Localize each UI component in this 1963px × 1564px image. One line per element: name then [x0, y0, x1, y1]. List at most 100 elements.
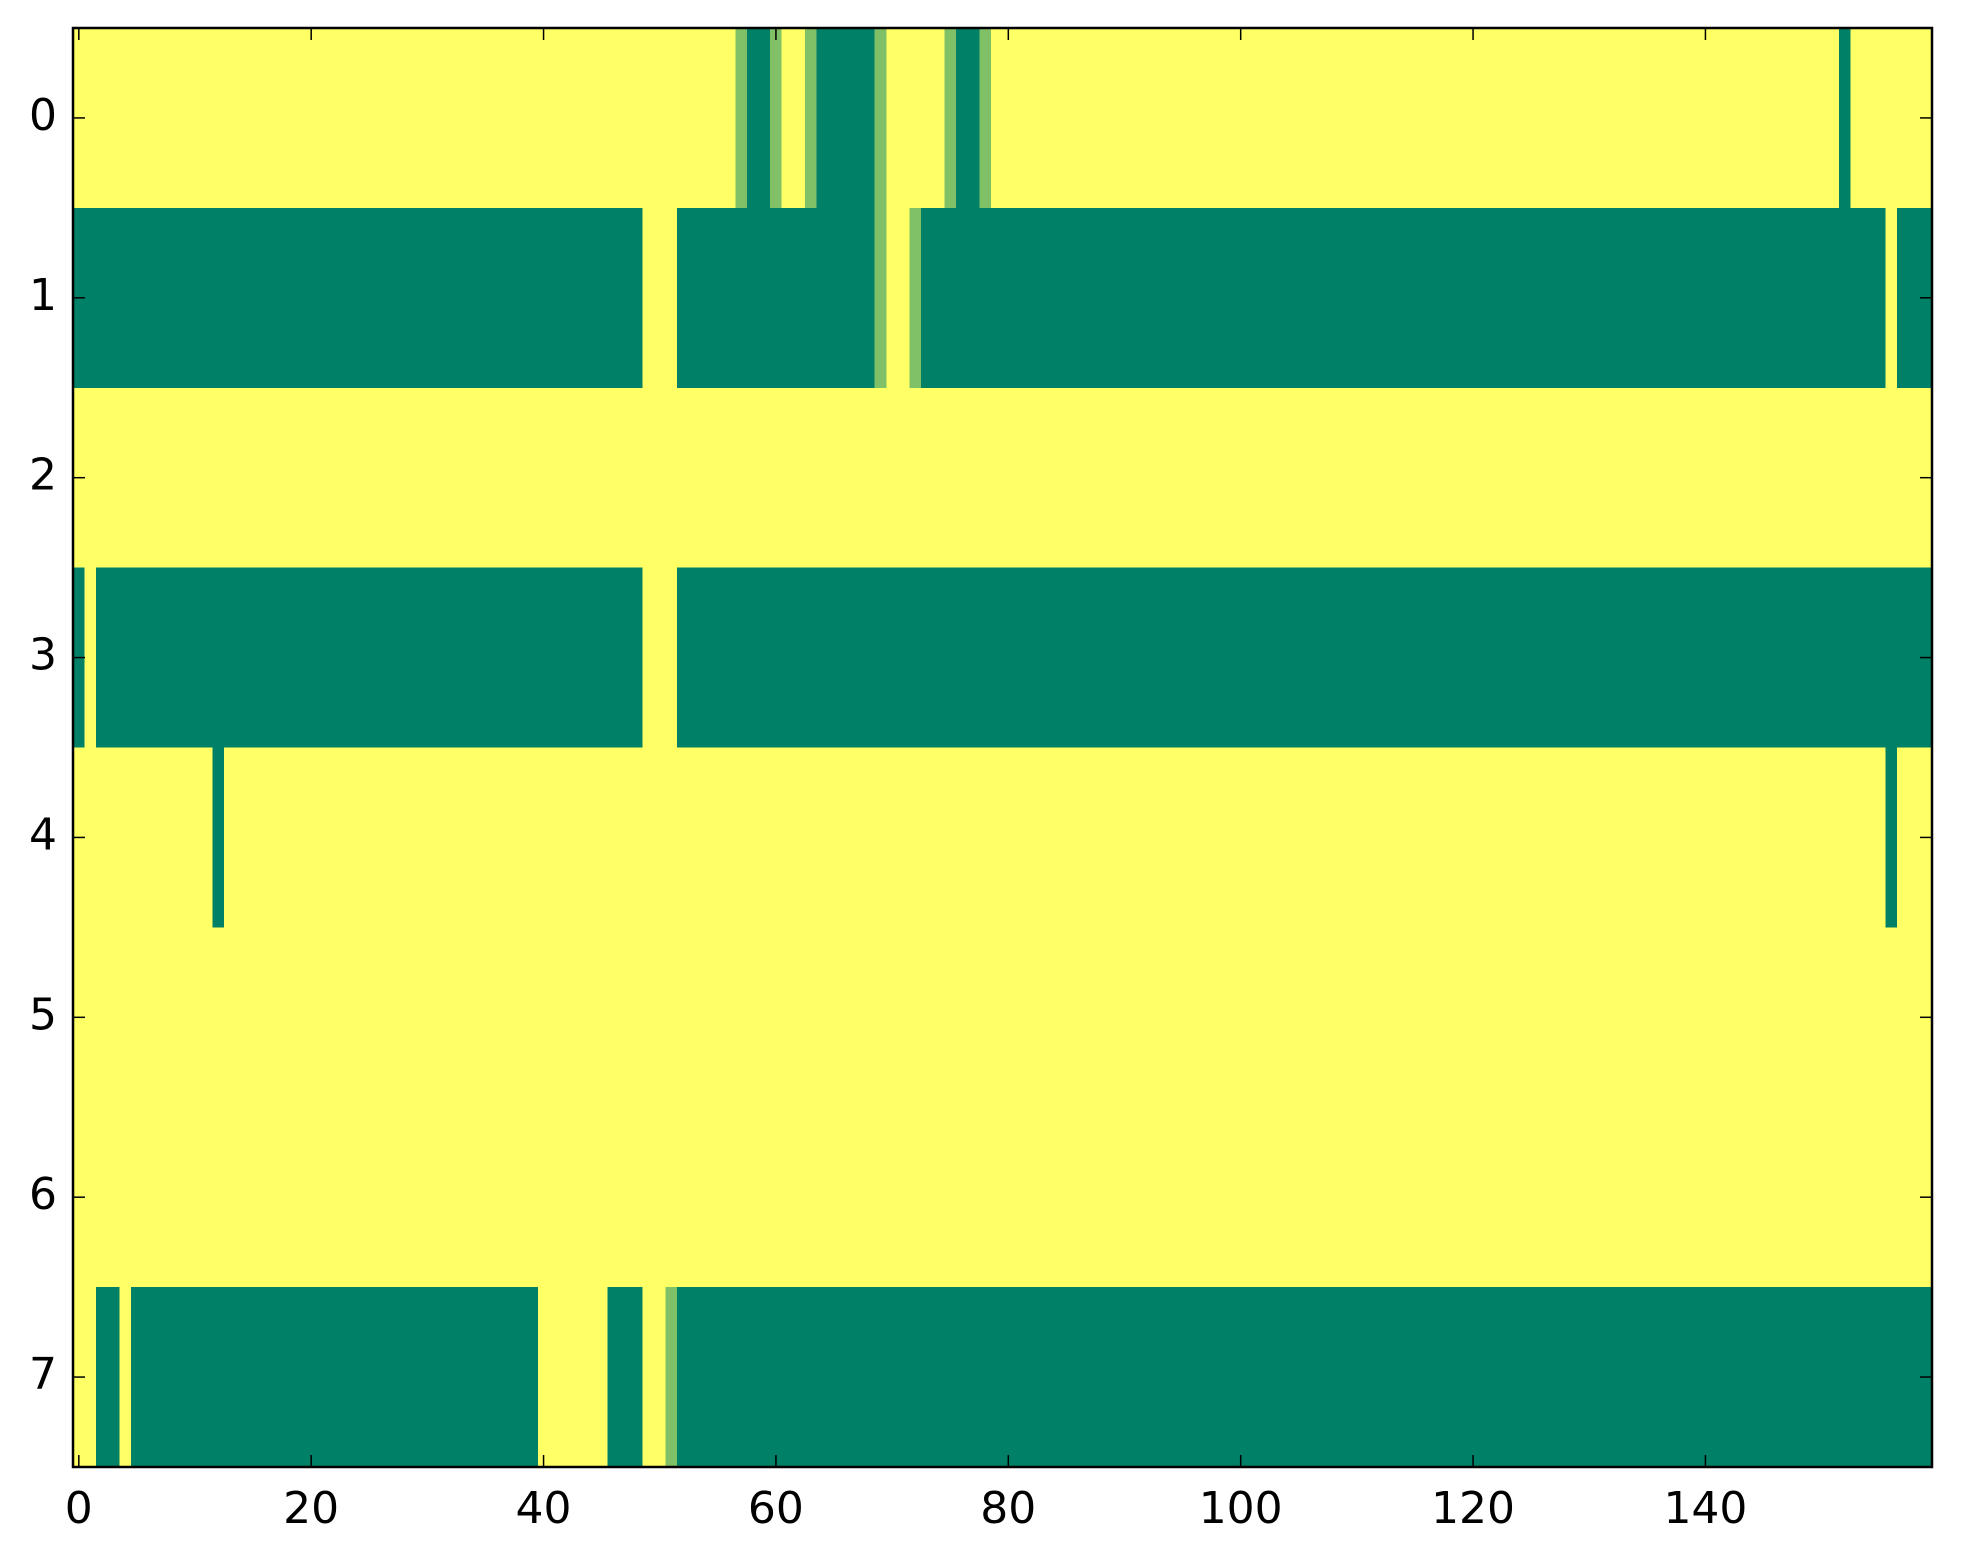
cell	[1885, 207, 1898, 388]
cell	[1792, 927, 1805, 1108]
cell	[572, 207, 585, 388]
cell	[96, 927, 109, 1108]
cell	[1873, 927, 1887, 1108]
cell	[839, 207, 853, 388]
cell	[851, 28, 864, 208]
cell	[595, 567, 609, 748]
cell	[1339, 1287, 1352, 1467]
cell	[1316, 1287, 1329, 1467]
cell	[1351, 567, 1364, 748]
cell	[921, 207, 934, 388]
cell	[700, 567, 713, 748]
cell	[398, 747, 411, 928]
cell	[537, 1287, 550, 1467]
cell	[1002, 567, 1015, 748]
cell	[1025, 207, 1038, 388]
cell	[1467, 567, 1480, 748]
cell	[932, 1287, 946, 1467]
cell	[1734, 387, 1747, 568]
cell	[735, 927, 748, 1108]
cell	[1327, 207, 1341, 388]
cell	[584, 1287, 597, 1467]
cell	[688, 747, 702, 928]
cell	[1211, 927, 1224, 1108]
cell	[1281, 567, 1294, 748]
cell	[921, 28, 934, 208]
cell	[572, 567, 585, 748]
cell	[1908, 28, 1921, 208]
cell	[1722, 28, 1736, 208]
cell	[1316, 927, 1329, 1108]
cell	[1885, 1107, 1898, 1288]
cell	[84, 747, 97, 928]
cell	[1385, 567, 1399, 748]
cell	[421, 1107, 434, 1288]
cell	[1211, 28, 1224, 208]
cell	[1176, 28, 1189, 208]
cell	[1200, 567, 1213, 748]
cell	[932, 387, 946, 568]
cell	[1432, 1287, 1445, 1467]
cell	[979, 207, 992, 388]
cell	[1850, 747, 1863, 928]
cell	[1629, 1287, 1643, 1467]
cell	[131, 747, 144, 928]
cell	[131, 387, 144, 568]
cell	[456, 28, 469, 208]
cell	[1780, 747, 1794, 928]
cell	[1711, 747, 1724, 928]
cell	[897, 1107, 911, 1288]
heatmap-cells	[73, 28, 1933, 1467]
cell	[956, 567, 969, 748]
cell	[1258, 387, 1271, 568]
cell	[433, 1107, 446, 1288]
cell	[1746, 28, 1759, 208]
cell	[189, 927, 202, 1108]
cell	[990, 387, 1004, 568]
cell	[340, 28, 353, 208]
cell	[1664, 1287, 1677, 1467]
cell	[514, 387, 527, 568]
cell	[1711, 1107, 1724, 1288]
cell	[1246, 747, 1259, 928]
cell	[549, 207, 562, 388]
cell	[1455, 387, 1468, 568]
cell	[131, 567, 144, 748]
cell	[212, 207, 225, 388]
cell	[921, 1287, 934, 1467]
cell	[1850, 1287, 1863, 1467]
cell	[1107, 28, 1120, 208]
cell	[142, 1287, 155, 1467]
cell	[456, 747, 469, 928]
cell	[224, 567, 237, 748]
cell	[328, 207, 341, 388]
cell	[1141, 1107, 1155, 1288]
cell	[839, 1107, 853, 1288]
cell	[1165, 1107, 1178, 1288]
cell	[1653, 207, 1666, 388]
cell	[1374, 927, 1387, 1108]
cell	[967, 1107, 980, 1288]
cell	[1722, 1287, 1736, 1467]
cell	[1269, 747, 1282, 928]
cell	[1815, 1107, 1829, 1288]
cell	[804, 207, 818, 388]
cell	[421, 387, 434, 568]
cell	[967, 207, 980, 388]
cell	[746, 747, 760, 928]
cell	[1397, 927, 1410, 1108]
cell	[1583, 1107, 1596, 1288]
cell	[1304, 207, 1317, 388]
cell	[1664, 28, 1677, 208]
cell	[1746, 567, 1759, 748]
cell	[491, 927, 504, 1108]
cell	[479, 1287, 492, 1467]
cell	[1548, 747, 1561, 928]
cell	[1525, 567, 1538, 748]
cell	[502, 387, 516, 568]
cell	[1002, 927, 1015, 1108]
cell	[456, 927, 469, 1108]
cell	[572, 387, 585, 568]
cell	[1478, 927, 1492, 1108]
cell	[154, 28, 167, 208]
